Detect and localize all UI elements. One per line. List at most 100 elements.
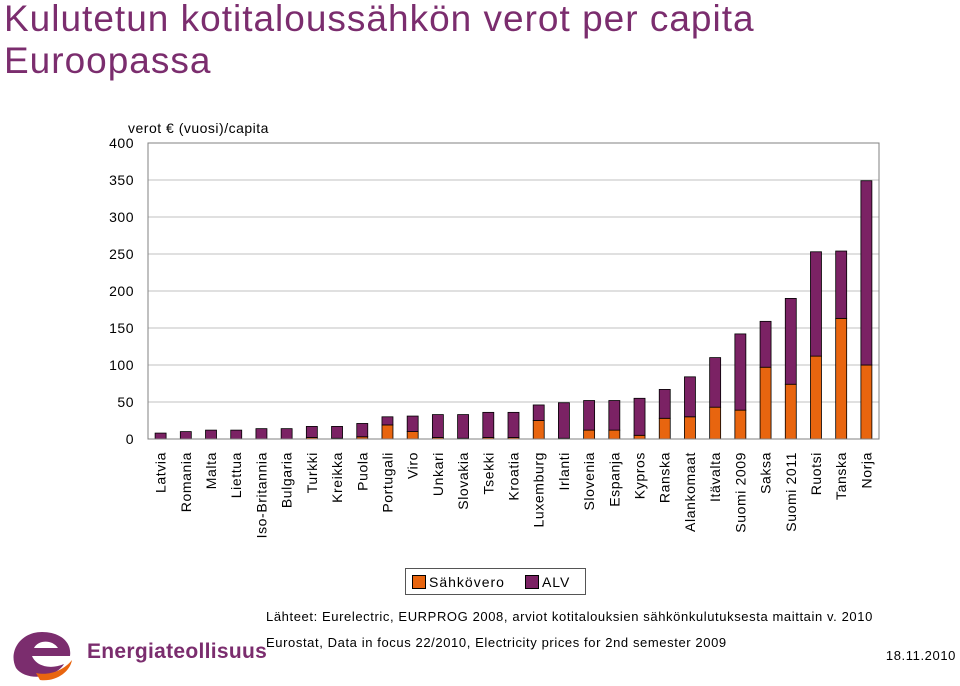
x-tick-label: Turkki: [304, 452, 320, 493]
bar-sahkovero: [608, 429, 621, 440]
x-tick-label: Iso-Britannia: [253, 452, 269, 538]
y-tick-label: 0: [126, 431, 134, 447]
bar-sahkovero: [406, 431, 419, 440]
x-tick-label: Kypros: [632, 452, 648, 499]
legend-label-sahkovero: Sähkövero: [429, 573, 505, 590]
bar-sahkovero: [734, 409, 747, 440]
bar-sahkovero: [633, 434, 646, 440]
bar-alv: [230, 429, 243, 440]
bar-chart: 0 50 100 150 200 250 300 350 400 Latvia Romania Mal…: [109, 120, 880, 538]
x-tick-label: Suomi 2011: [783, 452, 799, 532]
y-tick-label: 350: [109, 172, 134, 188]
bars: [154, 180, 873, 440]
bar-alv: [583, 400, 596, 431]
y-tick-label: 50: [117, 394, 134, 410]
page-title: Kulutetun kotitaloussähkön verot per cap…: [4, 0, 755, 81]
logo-text: Energiateollisuus: [87, 640, 268, 663]
bar-alv: [658, 389, 671, 419]
chart-legend: Sähkövero ALV: [405, 568, 586, 595]
bar-sahkovero: [860, 364, 873, 440]
x-tick-label: Ruotsi: [808, 452, 824, 495]
x-tick-label: Malta: [203, 452, 219, 489]
bar-alv: [810, 251, 822, 357]
sources-line-1: Lähteet: Eurelectric, EURPROG 2008, arvi…: [266, 609, 873, 624]
bar-alv: [608, 400, 621, 431]
bar-alv: [305, 426, 318, 438]
x-tick-label: Slovakia: [455, 452, 471, 510]
bar-alv: [734, 333, 747, 411]
bar-sahkovero: [583, 429, 596, 440]
x-tick-label: Bulgaria: [279, 452, 295, 508]
bar-alv: [179, 431, 192, 440]
x-tick-label: Kreikka: [329, 452, 345, 503]
x-tick-label: Slovenia: [581, 452, 597, 511]
sources-line-2: Eurostat, Data in focus 22/2010, Electri…: [266, 635, 727, 650]
bar-sahkovero: [784, 383, 797, 440]
x-tick-label: Espanja: [606, 452, 622, 507]
x-tick-label: Romania: [178, 452, 194, 512]
bar-alv: [860, 180, 873, 366]
x-tick-label: Puola: [354, 452, 370, 491]
y-tick-label: 200: [109, 283, 134, 299]
bar-alv: [431, 414, 444, 438]
bar-sahkovero: [709, 406, 722, 440]
energiateollisuus-logo-icon: [13, 632, 72, 681]
bar-sahkovero: [381, 424, 394, 440]
bar-alv: [684, 376, 696, 418]
bar-alv: [280, 428, 293, 440]
legend-item-alv: ALV: [519, 574, 570, 590]
bar-alv: [356, 423, 369, 438]
x-tick-label: Latvia: [153, 452, 169, 493]
x-tick-label: Irlanti: [556, 452, 572, 490]
bar-sahkovero: [759, 366, 772, 440]
y-tick-label: 300: [109, 209, 134, 225]
x-tick-label: Suomi 2009: [732, 452, 748, 533]
bar-alv: [255, 428, 268, 440]
bar-alv: [331, 426, 343, 439]
date-label: 18.11.2010: [885, 648, 956, 663]
bar-sahkovero: [835, 317, 848, 440]
bar-alv: [532, 404, 545, 421]
x-tick-label: Saksa: [758, 452, 774, 494]
x-tick-label: Portugali: [379, 452, 395, 513]
x-tick-label: Ranska: [657, 452, 673, 503]
x-tick-label: Luxemburg: [531, 452, 547, 527]
x-tick-label: Tanska: [833, 452, 849, 500]
legend-swatch-alv: [524, 574, 539, 589]
bar-alv: [381, 416, 394, 426]
x-tick-label: Kroatia: [506, 452, 522, 501]
y-tick-label: 250: [109, 246, 134, 262]
gridlines: [148, 179, 879, 403]
x-tick-label: Unkari: [430, 452, 446, 496]
x-tick-label: Itävalta: [707, 452, 723, 502]
plot-area: [147, 142, 880, 440]
bar-alv: [784, 297, 797, 385]
legend-label-alv: ALV: [541, 573, 571, 590]
bar-alv: [507, 411, 520, 438]
legend-item-sahkovero: Sähkövero: [406, 574, 505, 590]
bar-alv: [709, 357, 722, 408]
bar-alv: [154, 432, 167, 440]
bar-sahkovero: [532, 420, 545, 440]
bar-alv: [205, 429, 217, 440]
y-tick-label: 150: [109, 320, 134, 336]
x-tick-label: Viro: [405, 452, 421, 479]
y-tick-label: 100: [109, 357, 134, 373]
x-tick-label: Norja: [858, 452, 874, 488]
bar-alv: [457, 414, 469, 439]
bar-sahkovero: [658, 417, 671, 440]
bar-alv: [558, 402, 570, 439]
sources-note: Lähteet: Eurelectric, EURPROG 2008, arvi…: [266, 609, 873, 661]
bar-sahkovero: [810, 355, 822, 440]
bar-alv: [406, 415, 419, 432]
bar-alv: [835, 250, 848, 319]
bar-alv: [482, 411, 495, 438]
x-tick-label: Alankomaat: [682, 452, 698, 532]
legend-swatch-sahkovero: [412, 574, 426, 589]
x-tick-label: Liettua: [228, 452, 244, 498]
y-tick-label: 400: [109, 135, 134, 151]
y-axis-label: verot € (vuosi)/capita: [128, 120, 269, 136]
axes: 0 50 100 150 200 250 300 350 400 Latvia Romania Mal…: [109, 135, 880, 538]
bar-sahkovero: [684, 416, 696, 440]
bar-alv: [633, 397, 646, 436]
